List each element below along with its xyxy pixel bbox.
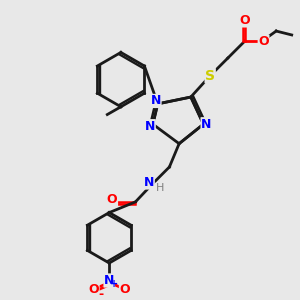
Text: N: N [104,274,114,287]
Text: +: + [110,279,118,290]
Text: N: N [201,118,211,131]
Text: O: O [240,14,250,27]
Text: -: - [98,288,103,300]
Text: O: O [258,35,269,48]
Text: S: S [205,69,215,83]
Text: O: O [107,194,118,206]
Text: N: N [145,120,155,133]
Text: N: N [144,176,154,189]
Text: H: H [155,183,164,193]
Text: N: N [151,94,161,107]
Text: O: O [119,283,130,296]
Text: O: O [88,283,99,296]
